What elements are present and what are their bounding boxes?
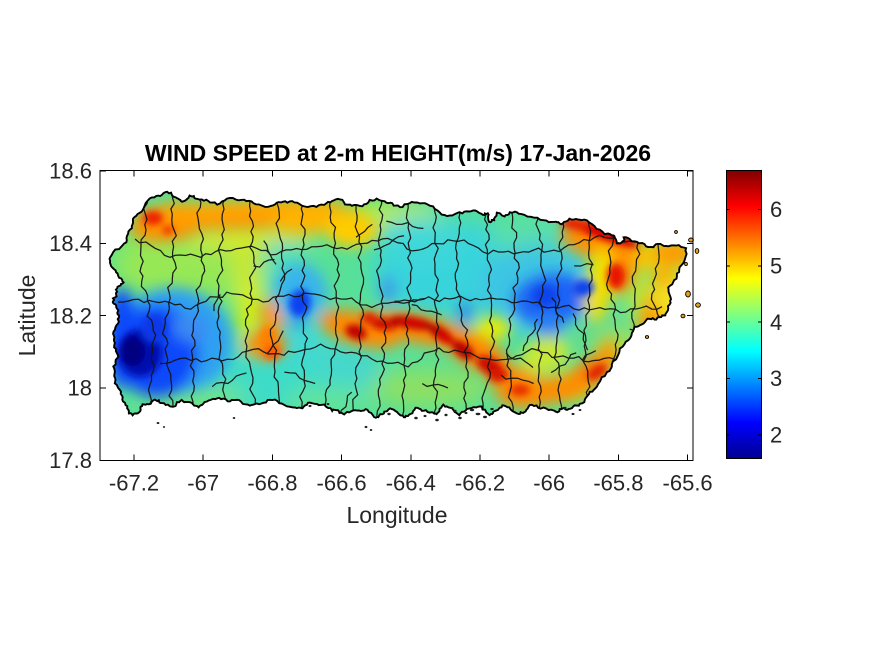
svg-text:-65.8: -65.8 [593, 471, 643, 496]
svg-text:-66.8: -66.8 [247, 471, 297, 496]
svg-text:18: 18 [68, 376, 92, 401]
svg-text:2: 2 [770, 422, 782, 447]
svg-text:17.8: 17.8 [49, 448, 92, 473]
svg-text:-66.4: -66.4 [386, 471, 436, 496]
svg-text:-66.2: -66.2 [455, 471, 505, 496]
svg-text:-65.6: -65.6 [663, 471, 713, 496]
svg-text:5: 5 [770, 254, 782, 279]
svg-text:18.4: 18.4 [49, 231, 92, 256]
svg-text:WIND SPEED at 2-m HEIGHT(m/s): WIND SPEED at 2-m HEIGHT(m/s) 17-Jan-202… [145, 140, 651, 166]
svg-text:Latitude: Latitude [14, 275, 40, 357]
svg-text:3: 3 [770, 366, 782, 391]
svg-text:-67.2: -67.2 [109, 471, 159, 496]
svg-text:-66: -66 [533, 471, 565, 496]
svg-text:18.2: 18.2 [49, 303, 92, 328]
svg-text:-67: -67 [187, 471, 219, 496]
svg-text:Longitude: Longitude [346, 502, 447, 528]
svg-text:-66.6: -66.6 [317, 471, 367, 496]
svg-text:18.6: 18.6 [49, 159, 92, 184]
svg-text:6: 6 [770, 197, 782, 222]
svg-text:4: 4 [770, 310, 782, 335]
